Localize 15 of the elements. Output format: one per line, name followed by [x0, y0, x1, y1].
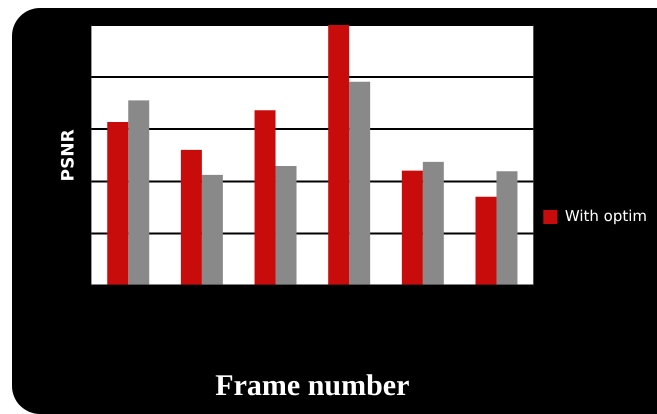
bar [276, 166, 297, 285]
bar [349, 82, 370, 285]
y-axis-title: PSNR [58, 129, 79, 182]
x-axis-title: Frame number [215, 368, 410, 402]
bar [496, 171, 518, 285]
bar [180, 150, 202, 285]
bar [107, 122, 128, 285]
bar [202, 174, 223, 285]
bar [476, 196, 496, 285]
bar [328, 25, 350, 285]
bar [254, 110, 276, 285]
bar [422, 162, 444, 285]
bar [402, 170, 423, 285]
bar [128, 100, 150, 285]
legend-label: With optim [564, 206, 647, 225]
